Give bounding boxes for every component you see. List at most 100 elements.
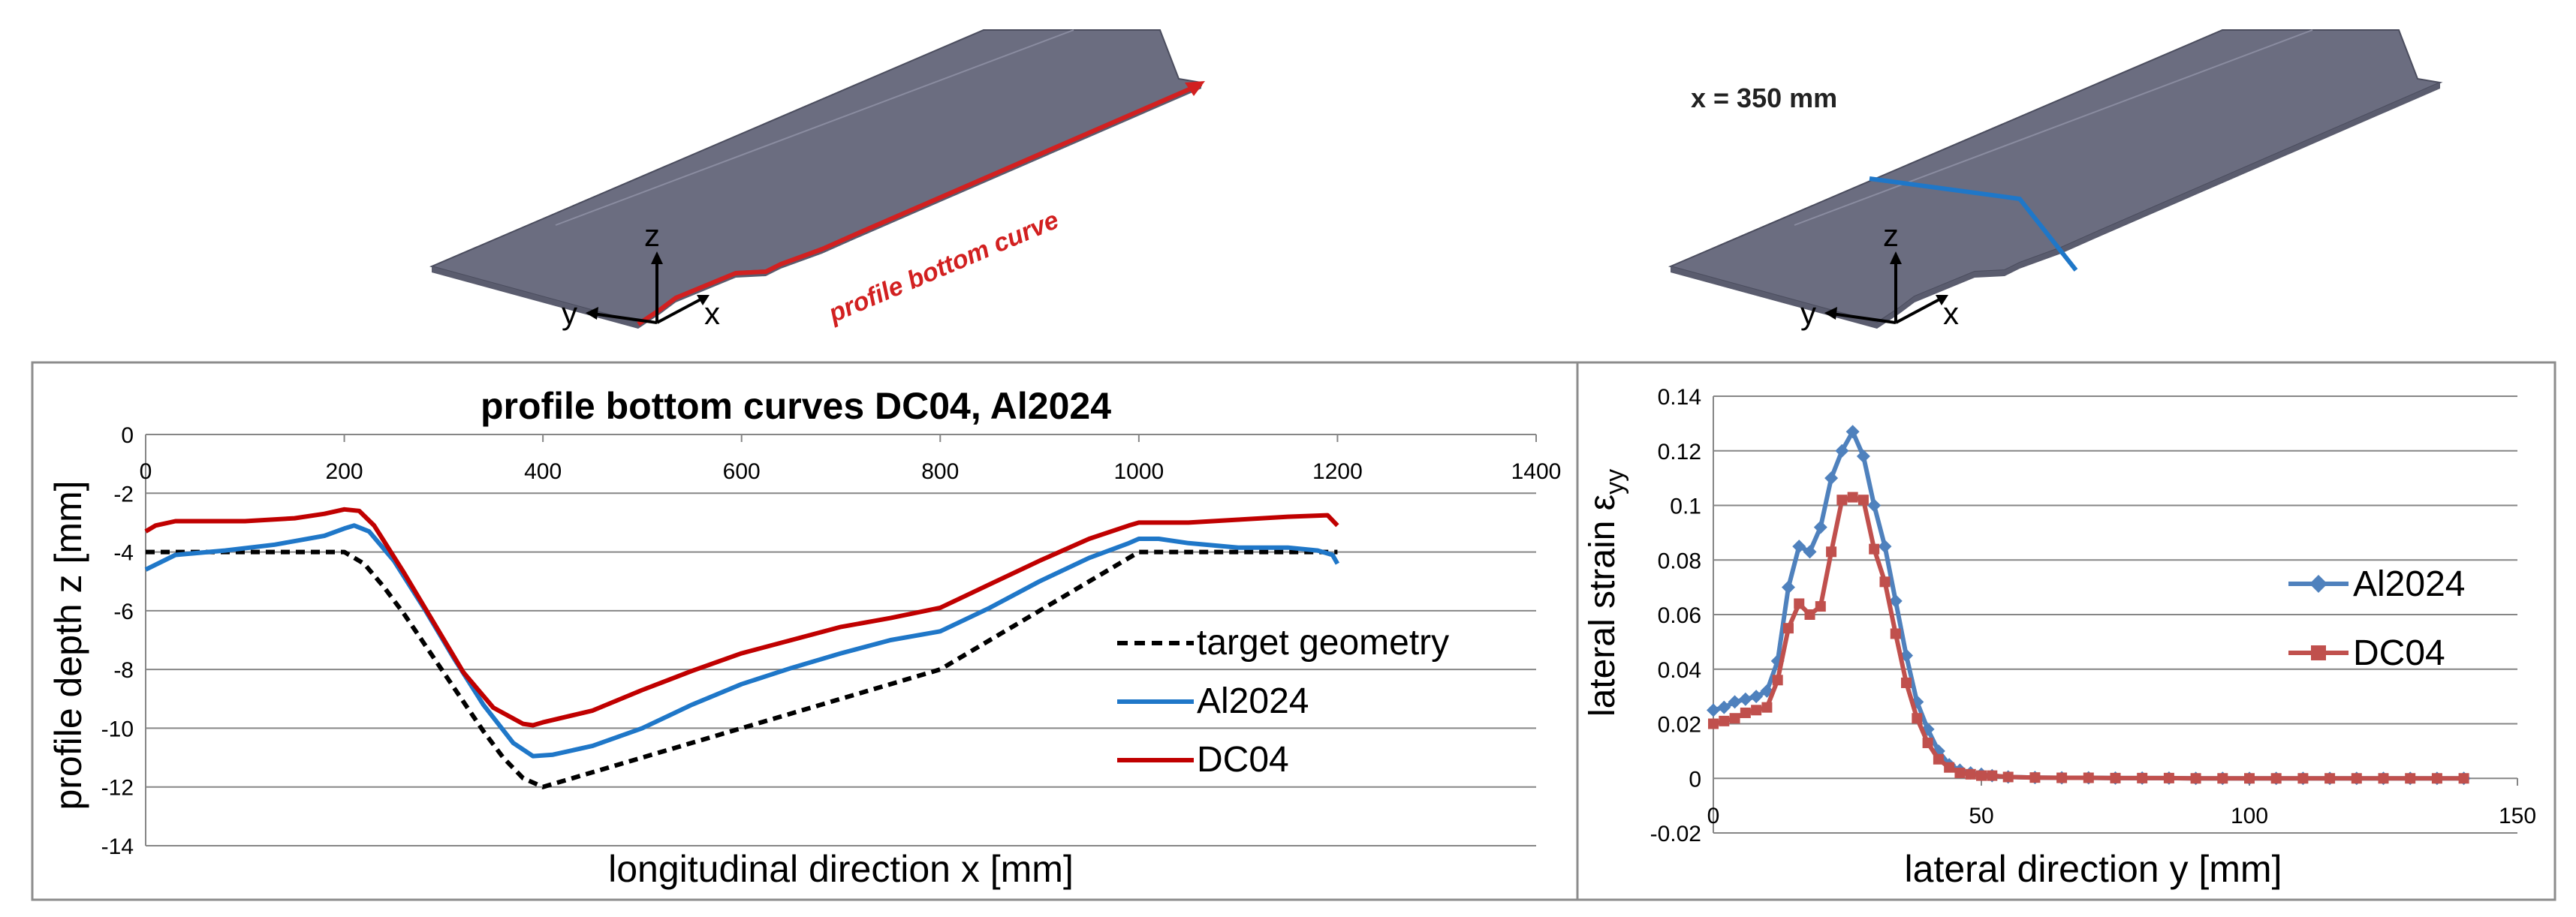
y-tick-label: 0.14 xyxy=(1658,385,1701,410)
data-point-marker xyxy=(2137,772,2148,783)
data-point-marker xyxy=(1792,540,1806,554)
data-point-marker xyxy=(1749,690,1764,704)
y-tick-label: 0 xyxy=(121,423,134,448)
y-tick-label: 0.08 xyxy=(1658,549,1701,573)
part-ridge-line xyxy=(1794,29,2313,226)
y-axis-label-subscript: yy xyxy=(1601,469,1629,495)
data-point-marker xyxy=(1707,703,1720,717)
data-point-marker xyxy=(1912,713,1923,724)
legend: target geometry Al2024 DC04 xyxy=(1117,623,1449,780)
x-tick-label: 1000 xyxy=(1113,459,1164,484)
data-point-marker xyxy=(2351,773,2362,784)
annotation-x-350: x = 350 mm xyxy=(1691,83,1837,113)
y-tick-label: 0.12 xyxy=(1658,440,1701,465)
legend-label: DC04 xyxy=(1197,740,1289,780)
data-point-marker xyxy=(1867,498,1882,513)
x-tick-label: 800 xyxy=(921,459,959,484)
axis-label-x: x xyxy=(704,296,720,331)
data-point-marker xyxy=(2163,772,2174,783)
data-point-marker xyxy=(1901,677,1912,688)
data-point-marker xyxy=(1856,449,1870,464)
chart-title: profile bottom curves DC04, Al2024 xyxy=(481,385,1111,427)
y-axis-label: lateral strain εyy xyxy=(1583,469,1629,717)
x-tick-labels: 0 200 400 600 800 1000 1200 1400 xyxy=(140,459,1562,484)
legend-item-dc04: DC04 xyxy=(2288,633,2445,673)
data-point-marker xyxy=(1708,718,1719,729)
data-point-marker xyxy=(2378,773,2389,784)
x-tick-label: 400 xyxy=(524,459,562,484)
chart-profile-bottom-curves: 0-2-4-6-8-10-12-14 0 200 400 600 800 1000 1200… xyxy=(47,385,1561,890)
x-tick-label: 100 xyxy=(2231,804,2268,828)
y-axis-label: profile depth z [mm] xyxy=(47,480,89,810)
data-point-marker xyxy=(2190,773,2201,784)
curve-arrowhead xyxy=(1185,81,1205,96)
data-point-marker xyxy=(1826,546,1837,558)
y-tick-label: -14 xyxy=(101,834,134,859)
data-point-marker xyxy=(2431,773,2442,784)
y-tick-label: -0.02 xyxy=(1650,822,1701,846)
illustration-left: profile bottom curve z y x xyxy=(429,29,1205,331)
legend-label: Al2024 xyxy=(2353,564,2465,604)
data-point-marker xyxy=(1719,715,1730,726)
axis-label-y: y xyxy=(562,296,577,331)
data-point-marker xyxy=(1738,692,1752,706)
x-tick-label: 150 xyxy=(2499,804,2536,828)
data-point-marker xyxy=(2002,771,2014,783)
legend-label: target geometry xyxy=(1197,623,1449,663)
x-tick-label: 200 xyxy=(326,459,363,484)
y-tick-labels: 0 -2 -4 -6 -8 -10 -12 -14 xyxy=(101,423,134,859)
data-point-marker xyxy=(1869,543,1880,555)
part-ridge-line xyxy=(555,29,1074,226)
legend-item-al2024: Al2024 xyxy=(1117,681,1309,721)
series-target-geometry-line xyxy=(146,549,1338,789)
x-tick-label: 1400 xyxy=(1511,459,1562,484)
y-tick-label: 0.04 xyxy=(1658,658,1701,683)
data-point-marker xyxy=(1782,623,1794,634)
data-point-marker xyxy=(1772,675,1783,686)
y-tick-label: -8 xyxy=(113,658,134,683)
data-point-marker xyxy=(1922,737,1933,748)
data-point-marker xyxy=(1954,767,1966,778)
series-lines xyxy=(1707,425,2471,786)
data-point-marker xyxy=(1804,609,1815,620)
data-point-marker xyxy=(1781,580,1795,594)
y-tick-label: 0.02 xyxy=(1658,713,1701,738)
x-axis-label: longitudinal direction x [mm] xyxy=(608,848,1074,890)
grid xyxy=(145,434,1537,846)
data-point-marker xyxy=(1761,702,1773,713)
series-lines xyxy=(144,507,1340,789)
data-point-marker xyxy=(2405,773,2416,784)
chart-lateral-strain: 0.140.120.10.080.060.040.020-0.02 0 50 100… xyxy=(1583,385,2536,890)
legend-item-al2024: Al2024 xyxy=(2288,564,2465,604)
data-point-marker xyxy=(1976,770,1987,781)
data-point-marker xyxy=(1836,495,1848,506)
data-point-marker xyxy=(2458,773,2469,784)
y-tick-label: -2 xyxy=(113,482,134,507)
y-tick-label: 0 xyxy=(1689,767,1701,792)
part-top-face xyxy=(1668,29,2443,324)
data-point-marker xyxy=(2110,772,2121,783)
x-tick-label: 1200 xyxy=(1312,459,1363,484)
data-point-marker xyxy=(2244,773,2255,784)
data-point-marker xyxy=(2324,773,2336,784)
chart-right-frame xyxy=(1576,361,2556,901)
legend-item-target-geometry: target geometry xyxy=(1117,623,1449,663)
data-point-marker xyxy=(1933,753,1944,765)
data-point-marker xyxy=(2297,773,2309,784)
x-tick-label: 600 xyxy=(723,459,761,484)
data-point-marker xyxy=(2029,772,2041,783)
data-point-marker xyxy=(1890,628,1901,639)
data-point-marker xyxy=(1824,471,1839,486)
data-point-marker xyxy=(2270,773,2282,784)
data-point-marker xyxy=(1803,545,1817,559)
data-point-marker xyxy=(1835,443,1849,458)
legend: Al2024 DC04 xyxy=(2288,564,2465,673)
data-point-marker xyxy=(1728,695,1742,709)
y-tick-label: -10 xyxy=(101,717,134,741)
y-tick-label: -6 xyxy=(113,600,134,624)
data-point-marker xyxy=(1813,520,1827,534)
axis-label-z: z xyxy=(1883,218,1899,253)
data-point-marker xyxy=(1878,540,1892,554)
axes-triad-right xyxy=(1824,251,1948,324)
